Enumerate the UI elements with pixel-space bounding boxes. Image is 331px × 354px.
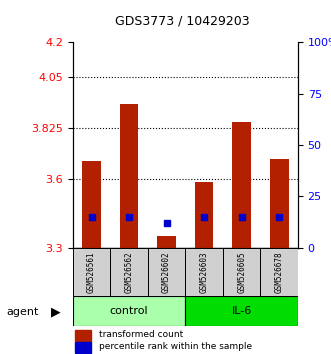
FancyBboxPatch shape <box>110 248 148 296</box>
Text: GSM526602: GSM526602 <box>162 251 171 292</box>
FancyBboxPatch shape <box>185 296 298 326</box>
FancyBboxPatch shape <box>73 248 110 296</box>
Text: GDS3773 / 10429203: GDS3773 / 10429203 <box>115 14 249 27</box>
Bar <box>75 342 91 353</box>
Text: agent: agent <box>7 307 39 317</box>
Bar <box>157 236 176 248</box>
Text: GSM526678: GSM526678 <box>275 251 284 292</box>
Text: GSM526603: GSM526603 <box>200 251 209 292</box>
FancyBboxPatch shape <box>148 248 185 296</box>
Text: ▶: ▶ <box>51 306 61 319</box>
Text: transformed count: transformed count <box>99 330 183 339</box>
Bar <box>82 161 101 248</box>
FancyBboxPatch shape <box>73 296 185 326</box>
Text: GSM526605: GSM526605 <box>237 251 246 292</box>
FancyBboxPatch shape <box>223 248 260 296</box>
Bar <box>232 122 251 248</box>
Text: IL-6: IL-6 <box>231 306 252 316</box>
Text: control: control <box>110 306 148 316</box>
Text: GSM526561: GSM526561 <box>87 251 96 292</box>
Text: percentile rank within the sample: percentile rank within the sample <box>99 342 252 351</box>
Bar <box>75 330 91 341</box>
Text: GSM526562: GSM526562 <box>124 251 134 292</box>
FancyBboxPatch shape <box>260 248 298 296</box>
Bar <box>270 159 289 248</box>
Bar <box>120 104 138 248</box>
FancyBboxPatch shape <box>185 248 223 296</box>
Bar <box>195 182 213 248</box>
